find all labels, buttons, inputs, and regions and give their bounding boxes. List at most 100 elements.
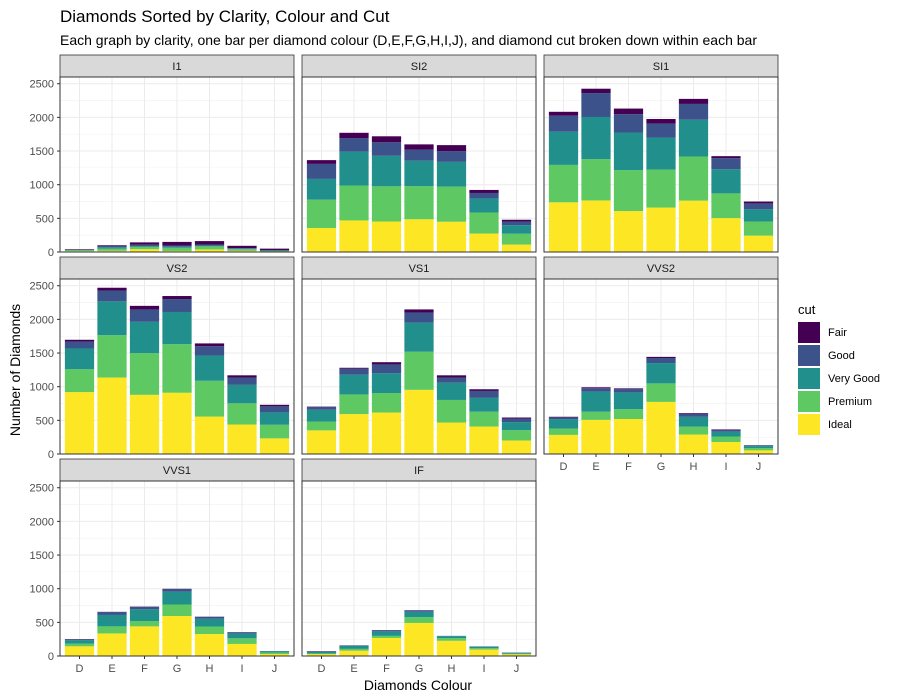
bar-si1-h-fair [678, 98, 709, 104]
bar-i1-e-very-good [97, 247, 127, 249]
bar-vs2-e-ideal [97, 377, 127, 454]
bar-i1-j-premium [259, 250, 290, 252]
bar-si2-i-fair [469, 189, 499, 193]
bar-si2-h-ideal [436, 221, 467, 252]
x-axis-title: Diamonds Colour [364, 677, 472, 693]
bar-if-e-very-good [339, 645, 369, 649]
bar-si1-d-premium [548, 164, 579, 203]
bar-vvs2-f-ideal [613, 419, 644, 454]
panel-border [543, 76, 779, 253]
bar-vs2-g-fair [162, 296, 192, 300]
bar-vvs2-h-ideal [678, 434, 709, 454]
bar-si1-d-very-good [548, 131, 579, 165]
bar-vvs1-e-ideal [97, 633, 127, 656]
facet-vvs1: VVS1 0 500 1000 1500 2000 2500 D E F G H I J [30, 458, 295, 675]
bar-vvs2-d-fair [548, 416, 579, 418]
bar-i1-d-good [64, 249, 95, 250]
bar-vvs1-g-very-good [162, 591, 192, 605]
bar-vvs1-d-ideal [64, 646, 95, 656]
bar-si2-d-very-good [306, 178, 337, 200]
bar-vvs2-d-very-good [548, 419, 579, 429]
bar-vs2-g-premium [162, 344, 192, 393]
legend-swatch-ideal [798, 414, 820, 435]
legend-swatch-fair [798, 322, 820, 343]
bar-if-i-ideal [469, 649, 499, 656]
legend-title: cut [798, 302, 816, 317]
x-tick-label: D [560, 461, 568, 473]
x-tick-label: G [415, 663, 424, 675]
bar-si2-h-premium [436, 186, 467, 222]
bar-vs2-h-fair [194, 343, 225, 347]
bar-si1-e-premium [581, 159, 611, 201]
bar-vs1-f-good [371, 364, 402, 374]
bar-si2-h-fair [436, 145, 467, 152]
bar-if-j-premium [501, 653, 532, 655]
bar-vs1-h-good [436, 377, 467, 383]
y-tick-label: 2500 [30, 281, 54, 293]
bar-i1-g-fair [162, 241, 192, 246]
bar-si2-g-very-good [404, 160, 434, 187]
bar-vs1-i-ideal [469, 426, 499, 454]
legend-swatch-very-good [798, 368, 820, 389]
bar-vvs1-h-very-good [194, 618, 225, 627]
bar-vvs1-i-premium [227, 638, 257, 644]
chart-title: Diamonds Sorted by Clarity, Colour and C… [60, 7, 390, 26]
facet-si1: SI1 [543, 54, 779, 253]
panel-border [301, 278, 537, 455]
bar-vs2-h-ideal [194, 416, 225, 454]
legend: cut Fair Good Very Good Premium Ideal [798, 302, 880, 435]
bar-i1-f-very-good [129, 246, 160, 247]
legend-swatch-premium [798, 391, 820, 412]
y-tick-label: 1500 [30, 348, 54, 360]
bar-si2-g-fair [404, 144, 434, 150]
bar-si1-i-good [711, 158, 741, 170]
bar-si1-f-ideal [613, 211, 644, 252]
x-tick-label: E [108, 663, 115, 675]
bar-vs1-d-good [306, 406, 337, 410]
y-tick-label: 0 [48, 449, 54, 461]
bar-vs1-e-fair [339, 367, 369, 369]
bar-si1-j-ideal [743, 235, 774, 252]
bar-si2-d-fair [306, 160, 337, 164]
bar-si1-e-good [581, 93, 611, 117]
bar-if-g-good [404, 610, 434, 612]
legend-label-fair: Fair [828, 327, 847, 339]
bar-if-i-premium [469, 648, 499, 650]
bar-vvs2-h-premium [678, 426, 709, 435]
bar-vvs1-f-good [129, 606, 160, 610]
y-tick-label: 1500 [30, 550, 54, 562]
facet-if: IF D E F G H I J [301, 458, 537, 675]
bar-si1-i-ideal [711, 218, 741, 252]
panel-border [59, 76, 295, 253]
bar-i1-h-fair [194, 241, 225, 245]
bar-si2-i-good [469, 192, 499, 199]
x-tick-label: D [76, 663, 84, 675]
bar-si1-h-premium [678, 156, 709, 201]
bar-vs1-d-premium [306, 421, 337, 431]
bar-vs2-i-very-good [227, 384, 257, 404]
bar-vs2-h-premium [194, 380, 225, 417]
bar-si2-g-ideal [404, 219, 434, 252]
bar-i1-e-fair [97, 245, 127, 246]
legend-label-very-good: Very Good [828, 373, 880, 385]
bar-vs1-j-fair [501, 417, 532, 419]
bar-if-j-ideal [501, 654, 532, 656]
bar-vvs2-h-fair [678, 413, 709, 414]
bar-if-h-premium [436, 638, 467, 641]
bar-vvs2-g-ideal [646, 401, 676, 454]
bar-vs2-g-very-good [162, 311, 192, 345]
bar-si2-e-ideal [339, 220, 369, 252]
bar-vvs1-e-premium [97, 626, 127, 634]
bar-vs2-f-fair [129, 305, 160, 310]
bar-i1-g-premium [162, 247, 192, 251]
bar-vs2-f-premium [129, 353, 160, 395]
x-tick-label: J [756, 461, 762, 473]
x-tick-label: F [141, 663, 148, 675]
x-tick-label: F [625, 461, 632, 473]
bar-vvs2-j-ideal [743, 450, 774, 454]
x-tick-label: H [690, 461, 698, 473]
bar-i1-g-ideal [162, 250, 192, 252]
bar-vvs2-f-good [613, 389, 644, 393]
bar-vvs1-f-very-good [129, 609, 160, 621]
